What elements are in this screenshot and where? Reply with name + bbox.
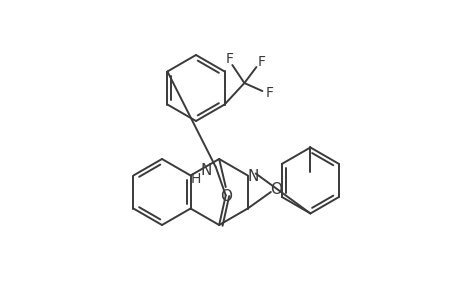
Text: N: N	[246, 169, 258, 184]
Text: N: N	[200, 163, 211, 178]
Text: F: F	[265, 86, 273, 100]
Text: O: O	[219, 189, 231, 203]
Text: F: F	[257, 55, 265, 69]
Text: H: H	[190, 172, 201, 186]
Text: O: O	[269, 182, 281, 196]
Text: F: F	[225, 52, 233, 66]
